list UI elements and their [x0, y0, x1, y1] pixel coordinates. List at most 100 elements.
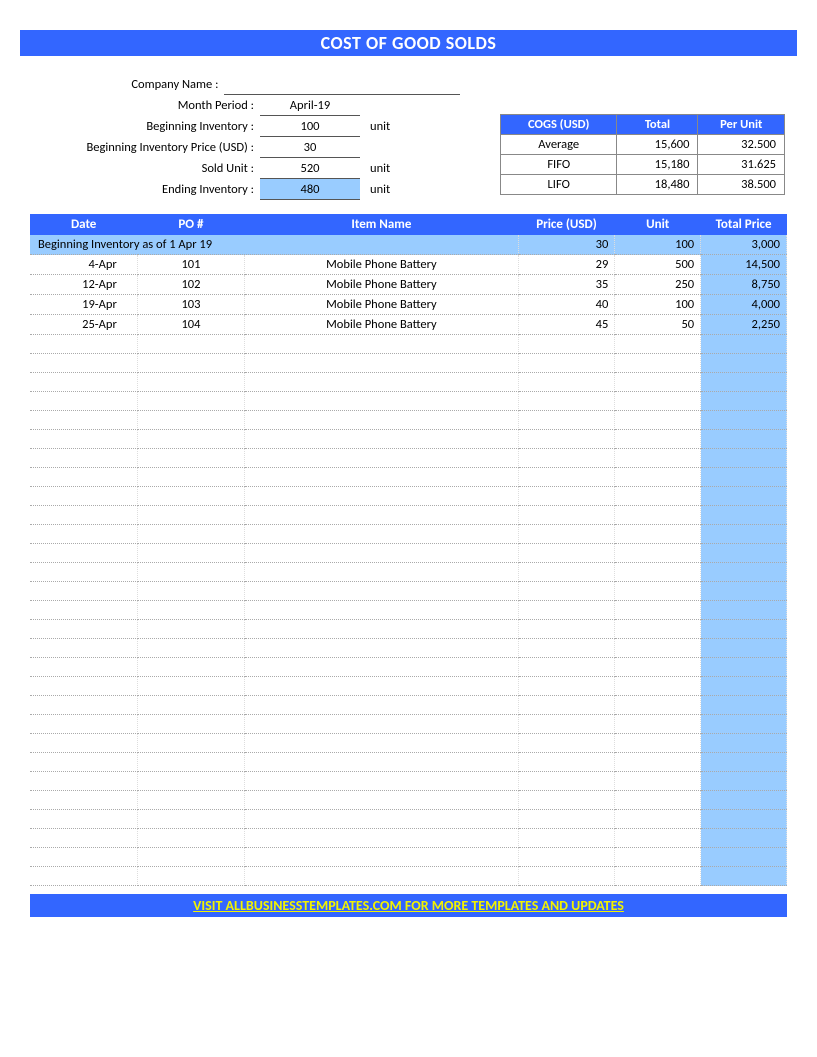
- cell-po: 101: [137, 255, 244, 275]
- table-row: [30, 449, 787, 468]
- cell-price: 35: [518, 275, 615, 295]
- cell-date: 12-Apr: [30, 275, 137, 295]
- table-row: [30, 696, 787, 715]
- cell-date: 25-Apr: [30, 315, 137, 335]
- beg-inv-label: Beginning Inventory :: [30, 119, 260, 134]
- beginning-price: 30: [518, 235, 615, 255]
- cell-item: Mobile Phone Battery: [245, 255, 519, 275]
- cogs-perunit: 31.625: [698, 155, 785, 175]
- form-block: Company Name : Month Period : April-19 B…: [30, 74, 460, 200]
- table-row: [30, 639, 787, 658]
- th-date: Date: [30, 214, 137, 235]
- cogs-total: 15,600: [617, 135, 698, 155]
- cell-item: Mobile Phone Battery: [245, 295, 519, 315]
- sold-label: Sold Unit :: [30, 161, 260, 176]
- cogs-method: LIFO: [501, 175, 617, 195]
- cogs-method: Average: [501, 135, 617, 155]
- table-row: [30, 582, 787, 601]
- end-label: Ending Inventory :: [30, 182, 260, 197]
- cell-total: 4,000: [701, 295, 787, 315]
- table-row: [30, 544, 787, 563]
- table-row: [30, 734, 787, 753]
- table-row: 19-Apr103Mobile Phone Battery401004,000: [30, 295, 787, 315]
- beginning-label: Beginning Inventory as of 1 Apr 19: [30, 235, 518, 255]
- table-row: [30, 354, 787, 373]
- cogs-perunit: 32.500: [698, 135, 785, 155]
- table-row: [30, 563, 787, 582]
- table-row: [30, 848, 787, 867]
- cogs-perunit: 38.500: [698, 175, 785, 195]
- table-row: [30, 468, 787, 487]
- cogs-method: FIFO: [501, 155, 617, 175]
- table-row: [30, 829, 787, 848]
- cell-unit: 250: [615, 275, 701, 295]
- th-po: PO #: [137, 214, 244, 235]
- beg-price-value[interactable]: 30: [260, 137, 360, 158]
- cell-price: 45: [518, 315, 615, 335]
- sold-value[interactable]: 520: [260, 158, 360, 179]
- cell-po: 102: [137, 275, 244, 295]
- end-value: 480: [260, 179, 360, 200]
- beg-inv-value[interactable]: 100: [260, 116, 360, 137]
- end-unit: unit: [360, 182, 390, 197]
- table-row: [30, 411, 787, 430]
- cogs-h1: COGS (USD): [501, 115, 617, 135]
- footer-link[interactable]: VISIT ALLBUSINESSTEMPLATES.COM FOR MORE …: [30, 894, 787, 917]
- table-row: [30, 791, 787, 810]
- company-value[interactable]: [224, 74, 460, 95]
- cogs-table: COGS (USD) Total Per Unit Average 15,600…: [500, 114, 785, 195]
- table-row: 4-Apr101Mobile Phone Battery2950014,500: [30, 255, 787, 275]
- table-row: [30, 658, 787, 677]
- beg-price-label: Beginning Inventory Price (USD) :: [30, 140, 260, 155]
- th-item: Item Name: [245, 214, 519, 235]
- table-row: [30, 620, 787, 639]
- cell-item: Mobile Phone Battery: [245, 275, 519, 295]
- cogs-h3: Per Unit: [698, 115, 785, 135]
- sold-unit: unit: [360, 161, 390, 176]
- cell-unit: 100: [615, 295, 701, 315]
- cogs-h2: Total: [617, 115, 698, 135]
- cell-price: 40: [518, 295, 615, 315]
- cogs-row: FIFO 15,180 31.625: [501, 155, 785, 175]
- cell-total: 8,750: [701, 275, 787, 295]
- cell-total: 14,500: [701, 255, 787, 275]
- table-row: [30, 506, 787, 525]
- table-row: [30, 753, 787, 772]
- cell-unit: 500: [615, 255, 701, 275]
- table-row: [30, 715, 787, 734]
- table-row: [30, 867, 787, 886]
- cell-total: 2,250: [701, 315, 787, 335]
- cell-unit: 50: [615, 315, 701, 335]
- beginning-unit: 100: [615, 235, 701, 255]
- transactions-table: Date PO # Item Name Price (USD) Unit Tot…: [30, 214, 787, 886]
- table-row: [30, 487, 787, 506]
- cell-date: 4-Apr: [30, 255, 137, 275]
- cell-po: 104: [137, 315, 244, 335]
- month-value[interactable]: April-19: [260, 95, 360, 116]
- table-row: [30, 677, 787, 696]
- cogs-row: Average 15,600 32.500: [501, 135, 785, 155]
- table-row: [30, 601, 787, 620]
- table-row: [30, 525, 787, 544]
- company-label: Company Name :: [30, 77, 224, 92]
- table-row: [30, 335, 787, 354]
- table-row: [30, 392, 787, 411]
- table-row: [30, 430, 787, 449]
- th-total: Total Price: [701, 214, 787, 235]
- table-row: [30, 373, 787, 392]
- cell-date: 19-Apr: [30, 295, 137, 315]
- th-price: Price (USD): [518, 214, 615, 235]
- beginning-total: 3,000: [701, 235, 787, 255]
- cogs-block: COGS (USD) Total Per Unit Average 15,600…: [500, 114, 785, 200]
- page-title: COST OF GOOD SOLDS: [20, 30, 797, 56]
- cell-po: 103: [137, 295, 244, 315]
- month-label: Month Period :: [30, 98, 260, 113]
- cogs-row: LIFO 18,480 38.500: [501, 175, 785, 195]
- th-unit: Unit: [615, 214, 701, 235]
- table-row: [30, 772, 787, 791]
- beginning-row: Beginning Inventory as of 1 Apr 19 30 10…: [30, 235, 787, 255]
- cogs-total: 15,180: [617, 155, 698, 175]
- cell-item: Mobile Phone Battery: [245, 315, 519, 335]
- cell-price: 29: [518, 255, 615, 275]
- table-row: 12-Apr102Mobile Phone Battery352508,750: [30, 275, 787, 295]
